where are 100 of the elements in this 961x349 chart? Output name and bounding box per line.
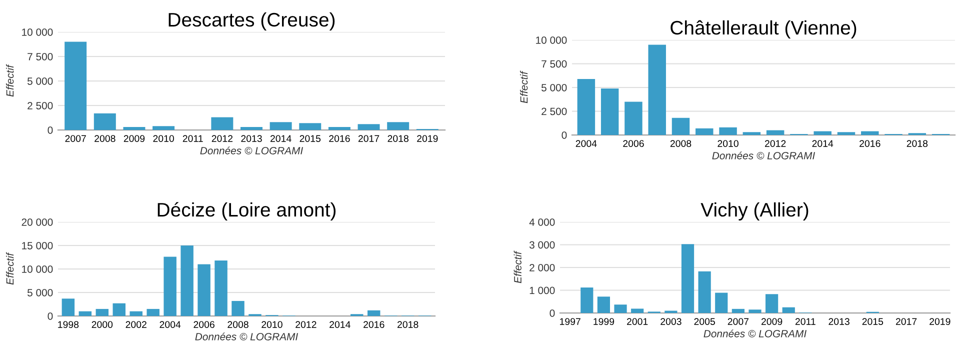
bar: [597, 296, 610, 313]
bar: [861, 131, 879, 135]
bar: [78, 311, 92, 316]
y-axis-title: Effectif: [6, 64, 14, 97]
x-tick-label: 2017: [896, 318, 917, 325]
x-tick-label: 2016: [860, 140, 880, 147]
bar: [146, 308, 160, 316]
x-tick-label: 2010: [718, 140, 738, 147]
x-tick-label: 2004: [576, 140, 597, 147]
bar: [715, 292, 728, 313]
x-tick-label: 2018: [388, 135, 408, 142]
bar: [130, 311, 142, 316]
x-tick-label: 2001: [627, 318, 648, 325]
x-tick-label: 2012: [212, 135, 233, 142]
bar: [837, 132, 856, 135]
y-tick-label: 7 500: [542, 60, 567, 68]
x-tick-label: 2008: [228, 321, 248, 328]
x-tick-label: 2014: [270, 135, 292, 142]
x-tick-label: 2006: [623, 140, 644, 147]
x-tick-label: 2003: [660, 318, 682, 325]
x-tick-label: 1997: [560, 318, 580, 325]
x-tick-label: 2018: [906, 140, 928, 147]
y-tick-label: 2 500: [28, 102, 53, 110]
x-tick-label: 2019: [417, 135, 438, 142]
bar: [94, 113, 116, 130]
bar: [580, 288, 594, 313]
bar: [614, 304, 627, 313]
bar: [367, 310, 380, 316]
x-tick-label: 2015: [300, 135, 321, 142]
bar: [232, 300, 244, 316]
y-tick-label: 20 000: [22, 218, 53, 226]
bar: [742, 132, 761, 135]
x-tick-label: 2013: [241, 135, 262, 142]
x-tick-label: 2007: [728, 318, 749, 325]
x-tick-label: 2011: [182, 135, 203, 142]
bar: [211, 117, 234, 130]
bar: [648, 44, 666, 135]
bar: [681, 244, 694, 313]
y-axis-title: Effectif: [6, 252, 14, 285]
y-tick-label: 2 500: [542, 108, 567, 116]
x-tick-label: 2019: [930, 318, 950, 325]
y-tick-label: 10 000: [22, 266, 53, 273]
bar: [123, 127, 146, 130]
x-axis-title: Données © LOGRAMI: [704, 330, 806, 338]
x-axis-title: Données © LOGRAMI: [200, 146, 303, 154]
x-tick-label: 2000: [92, 321, 113, 328]
x-tick-label: 2017: [358, 135, 380, 142]
y-tick-label: 3 000: [529, 241, 555, 249]
x-tick-label: 2016: [364, 321, 384, 328]
y-tick-label: 0: [48, 126, 53, 134]
x-tick-label: 2011: [795, 318, 816, 325]
chart-title: Descartes (Creuse): [168, 12, 335, 30]
bar: [672, 118, 690, 135]
bar: [719, 127, 737, 135]
x-tick-label: 2008: [94, 135, 116, 142]
y-tick-label: 10 000: [22, 28, 53, 36]
bar: [577, 78, 596, 135]
y-tick-label: 0: [48, 312, 53, 320]
bar: [164, 256, 176, 316]
bar: [696, 128, 714, 135]
y-tick-label: 5 000: [27, 289, 53, 296]
x-tick-label: 2007: [65, 135, 86, 142]
y-tick-label: 0: [562, 132, 567, 139]
y-tick-label: 0: [550, 310, 555, 317]
x-tick-label: 2015: [862, 318, 884, 325]
x-axis-title: Données © LOGRAMI: [195, 332, 298, 340]
chart-title: Châtellerault (Vienne): [670, 20, 856, 38]
y-axis-title: Effectif: [514, 250, 522, 284]
y-tick-label: 7 500: [28, 53, 53, 60]
x-tick-label: 2010: [153, 135, 174, 142]
x-tick-label: 2016: [329, 135, 350, 142]
bar: [198, 264, 210, 316]
bar: [387, 122, 410, 130]
y-tick-label: 5 000: [27, 78, 53, 85]
x-tick-label: 2014: [330, 321, 350, 328]
bar: [624, 102, 642, 135]
y-tick-label: 15 000: [22, 242, 53, 250]
bar: [358, 124, 380, 130]
bar: [96, 308, 109, 316]
bar: [240, 127, 262, 130]
y-tick-label: 5 000: [541, 84, 567, 92]
x-axis-title: Données © LOGRAMI: [712, 152, 815, 160]
x-tick-label: 2009: [761, 318, 782, 325]
bar: [732, 308, 744, 313]
y-tick-label: 2 000: [530, 264, 555, 272]
x-tick-label: 2005: [694, 318, 715, 325]
bar: [631, 308, 644, 313]
bar: [766, 130, 784, 135]
bar: [214, 260, 228, 316]
chart-title: Décize (Loire amont): [158, 202, 336, 220]
bar: [814, 131, 832, 135]
bar: [299, 123, 322, 130]
bar: [180, 246, 194, 316]
x-tick-label: 1999: [594, 318, 614, 325]
bar: [748, 310, 762, 313]
x-tick-label: 2018: [398, 321, 418, 328]
x-tick-label: 2012: [764, 140, 786, 147]
bar: [766, 294, 778, 313]
x-tick-label: 2004: [160, 321, 181, 328]
bar: [62, 298, 75, 316]
